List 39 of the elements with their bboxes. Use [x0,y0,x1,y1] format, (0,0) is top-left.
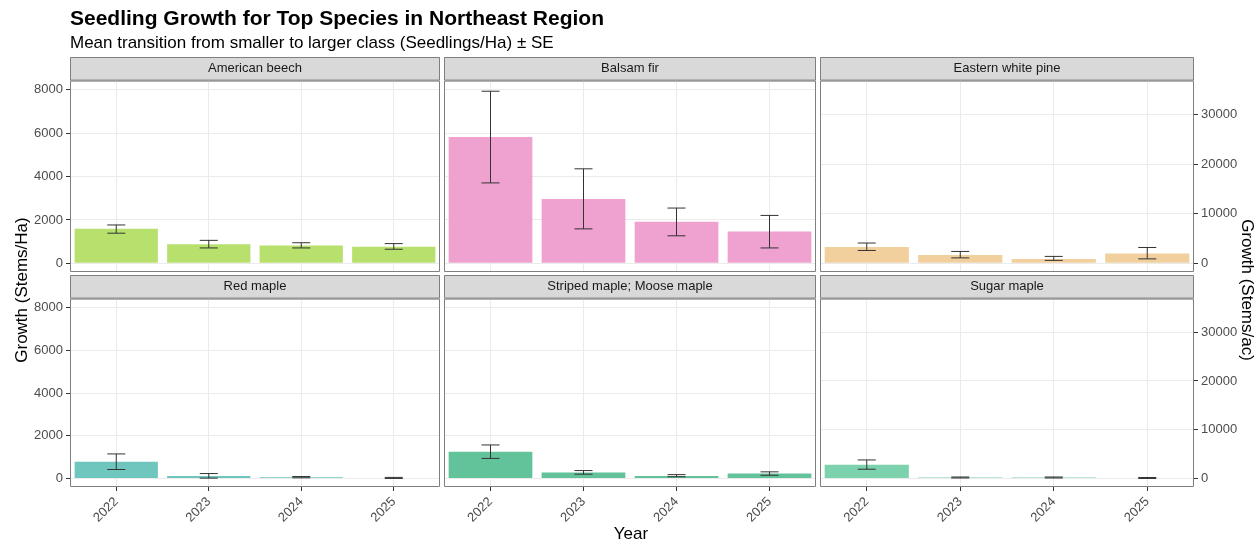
y-tick-label: 2000 [34,211,63,227]
y-tick-label: 0 [55,254,63,270]
text: Mean transition from smaller to larger class (Seedlings/Ha) ± SE [70,33,554,53]
y-tick-label: 20000 [1201,155,1238,171]
chart-title: Sugar maple [970,278,1044,294]
bar [259,245,343,263]
y-tick-label: 30000 [1201,106,1238,122]
bar [448,451,533,478]
y-tick-label: 6000 [34,342,63,358]
bar [1011,258,1096,263]
bar [541,198,626,263]
bar [918,254,1003,263]
y-tick-label: 0 [55,470,63,486]
y-tick-label: 0 [1201,254,1209,270]
bar [352,246,436,263]
text: Year [613,524,649,542]
y-tick-label: 8000 [34,81,63,97]
chart-title: Eastern white pine [953,60,1061,76]
bar [727,231,812,263]
chart-title: Red maple [223,278,287,294]
text: Growth (Stems/Ha) [12,217,32,363]
y-tick-label: 6000 [34,124,63,140]
y-tick-label: 4000 [34,168,63,184]
text: Seedling Growth for Top Species in Northeast Region [70,6,604,30]
text: Growth (Stems/ac) [1237,219,1256,361]
bar [634,221,719,263]
chart-title: Striped maple; Moose maple [547,278,713,294]
chart-title: American beech [208,60,302,76]
y-tick-label: 4000 [34,384,63,400]
bar [1105,253,1190,263]
y-tick-label: 2000 [34,427,63,443]
bar [824,246,909,263]
y-tick-label: 10000 [1201,205,1238,221]
bar [74,228,158,263]
y-tick-label: 8000 [34,299,63,315]
chart-title: Balsam fir [601,60,660,76]
bar [448,136,533,263]
bar [167,244,251,263]
bar [541,472,626,478]
